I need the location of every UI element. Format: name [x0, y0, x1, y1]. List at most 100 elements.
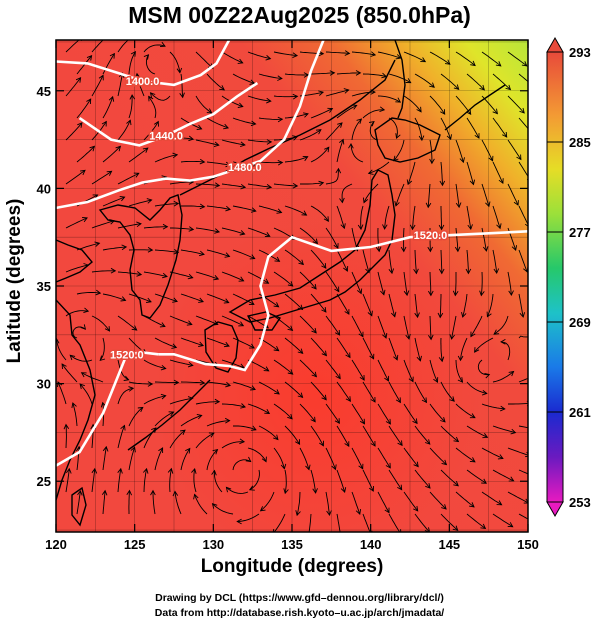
streamline	[258, 161, 283, 164]
streamline	[65, 40, 80, 53]
streamline	[403, 51, 426, 63]
streamline	[232, 293, 255, 305]
streamline-arrow	[104, 326, 111, 332]
streamline	[414, 381, 427, 403]
streamline	[284, 205, 307, 216]
streamline-arrow	[340, 487, 347, 493]
streamline-arrow	[223, 341, 230, 348]
streamline	[388, 513, 401, 532]
streamline-arrow	[250, 120, 257, 127]
streamline	[351, 118, 362, 141]
streamline	[169, 51, 181, 73]
streamline	[91, 270, 116, 273]
korea-coast	[98, 194, 183, 319]
streamline-arrow	[119, 195, 126, 202]
streamline	[128, 490, 130, 514]
streamline-arrow	[536, 373, 541, 378]
streamline	[91, 220, 115, 229]
colorbar-min-arrow	[546, 501, 564, 518]
streamline	[221, 271, 244, 282]
streamline	[180, 448, 191, 471]
streamline	[362, 73, 387, 77]
taiwan-coast	[71, 486, 87, 527]
streamline	[377, 403, 391, 425]
streamline-arrow	[173, 379, 180, 386]
streamline-arrow	[172, 152, 179, 159]
streamline-arrow	[344, 309, 350, 315]
streamline	[362, 293, 373, 316]
streamline-arrow	[370, 51, 377, 57]
streamline	[507, 139, 522, 160]
streamline-arrow	[219, 85, 225, 91]
streamline	[284, 293, 303, 310]
streamline-arrow	[292, 52, 299, 59]
streamline	[169, 359, 193, 366]
streamline	[247, 447, 267, 462]
colorbar-tick-label: 261	[569, 405, 591, 420]
streamline	[310, 337, 327, 356]
streamline-arrow	[359, 374, 365, 381]
streamline-arrow	[469, 502, 475, 508]
streamline-arrow	[151, 427, 157, 433]
streamline-arrow	[492, 108, 498, 115]
streamline	[440, 206, 443, 230]
streamline	[206, 249, 230, 257]
streamline-arrow	[199, 158, 206, 165]
streamline	[232, 249, 255, 260]
streamline	[221, 315, 244, 327]
streamline-arrow	[287, 369, 294, 375]
streamline	[518, 377, 528, 383]
streamline-arrow	[274, 389, 280, 395]
streamline	[369, 121, 379, 141]
streamline-arrow	[136, 221, 142, 228]
streamline-arrow	[408, 376, 414, 383]
streamline	[128, 447, 136, 471]
streamline-arrow	[292, 93, 299, 100]
streamline	[481, 227, 487, 252]
streamline-arrow	[457, 355, 464, 362]
streamline-arrow	[424, 439, 431, 445]
streamline-arrow	[345, 396, 351, 402]
streamline-arrow	[198, 341, 204, 347]
streamline-arrow	[367, 169, 374, 175]
streamline	[403, 403, 418, 424]
streamline-arrow	[420, 57, 427, 63]
streamline	[258, 117, 283, 120]
colorbar: 293 285 277 269 261 253	[546, 36, 591, 518]
streamline-arrow	[264, 408, 271, 414]
streamline-arrow	[126, 489, 133, 496]
streamline-arrow	[187, 396, 194, 402]
streamline	[258, 381, 280, 395]
streamline	[180, 381, 205, 384]
streamline-arrow	[273, 302, 280, 308]
streamline	[308, 513, 312, 532]
streamline-arrow	[128, 386, 135, 392]
streamline-arrow	[265, 55, 272, 61]
streamline-arrow	[146, 198, 153, 204]
streamline-arrow	[211, 503, 218, 509]
x-tick-label: 130	[202, 537, 224, 552]
x-tick-label: 135	[281, 537, 303, 552]
streamline	[440, 73, 460, 90]
streamline	[195, 183, 220, 187]
streamline-arrow	[250, 207, 257, 213]
streamline-arrow	[196, 124, 203, 130]
streamline	[117, 172, 140, 185]
streamline-arrow	[261, 456, 267, 463]
streamline-arrow	[223, 123, 229, 130]
streamline	[117, 120, 131, 141]
streamline	[310, 381, 327, 401]
streamline-arrow	[441, 504, 447, 510]
streamline	[195, 432, 215, 449]
streamline	[336, 249, 348, 272]
streamline-arrow	[94, 241, 101, 247]
streamline	[403, 271, 408, 296]
streamline	[403, 491, 419, 512]
streamline	[325, 447, 336, 470]
streamline	[336, 139, 344, 163]
streamline	[388, 117, 398, 139]
streamline	[117, 271, 142, 276]
streamline-arrow	[224, 252, 231, 258]
streamline-arrow	[89, 145, 96, 152]
streamline-arrow	[439, 180, 446, 187]
